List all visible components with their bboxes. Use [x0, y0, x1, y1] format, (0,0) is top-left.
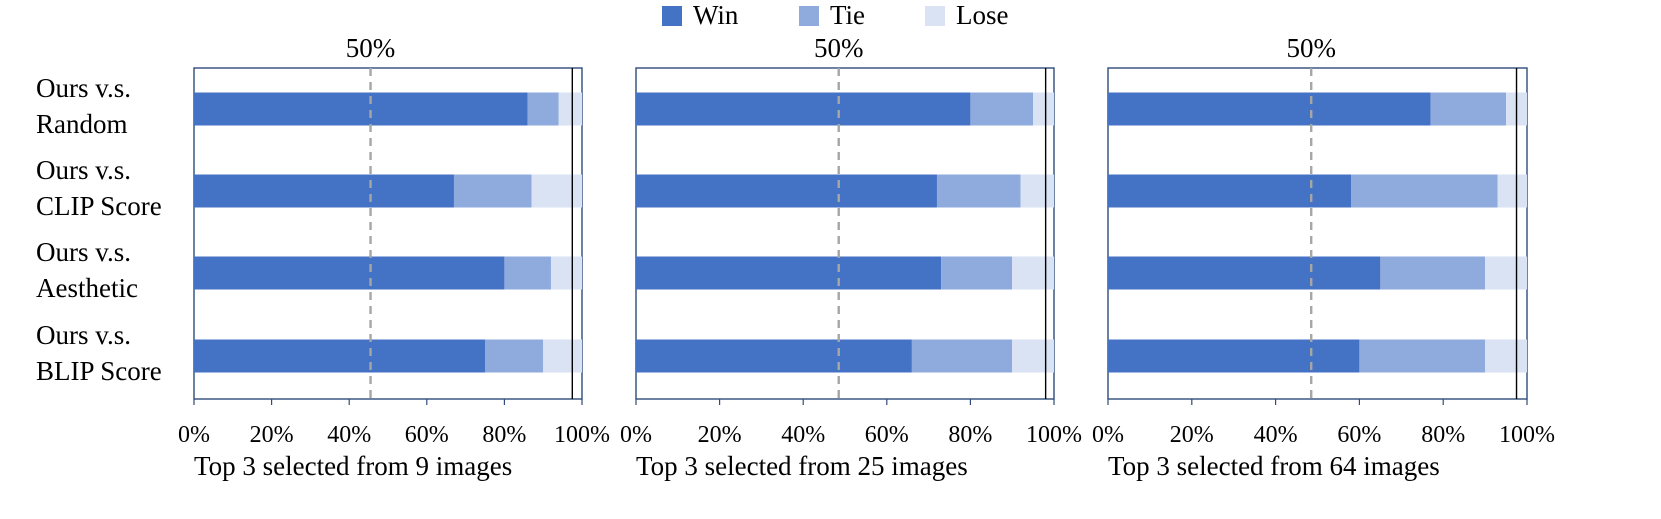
x-tick-label: 100%	[554, 422, 610, 448]
bar-tie-row-3	[941, 256, 1013, 290]
x-tick-label: 40%	[327, 422, 371, 448]
legend-swatch-win	[662, 6, 682, 26]
bar-tie-row-4	[485, 339, 544, 373]
bar-win-row-3	[194, 256, 505, 290]
legend: Win Tie Lose	[662, 0, 1009, 30]
row-label-line: Ours v.s.	[36, 73, 131, 103]
bar-win-row-4	[194, 339, 485, 373]
plot-frame	[193, 67, 583, 400]
bar-tie-row-2	[453, 174, 532, 208]
bar-lose-row-2	[1497, 174, 1527, 208]
row-labels: Ours v.s. Random Ours v.s. CLIP Score Ours v…	[36, 73, 162, 386]
x-tick-label: 80%	[1421, 422, 1465, 448]
row-label-line: Ours v.s.	[36, 237, 131, 267]
bar-tie-row-2	[936, 174, 1021, 208]
reference-label: 50%	[814, 33, 864, 63]
bar-lose-row-1	[558, 92, 582, 126]
x-tick-label: 100%	[1499, 422, 1555, 448]
x-axis-label: Top 3 selected from 64 images	[1108, 451, 1440, 481]
x-axis-label: Top 3 selected from 25 images	[636, 451, 968, 481]
row-label-line: CLIP Score	[36, 191, 162, 221]
x-tick-label: 60%	[405, 422, 449, 448]
plot-frame	[635, 67, 1055, 400]
bar-tie-row-4	[1359, 339, 1486, 373]
bar-win-row-1	[636, 92, 971, 126]
row-label-line: Aesthetic	[36, 273, 138, 303]
bar-win-row-4	[636, 339, 912, 373]
x-tick-label: 100%	[1026, 422, 1082, 448]
panel-3: 50% 0% 20% 40% 60% 80% 100% Top 3 selected from…	[1092, 33, 1555, 481]
chart-panels: 50% 0% 20% 40% 60% 80% 100% Top 3 selected from…	[178, 33, 1555, 481]
bar-win-row-1	[1108, 92, 1431, 126]
bar-win-row-3	[636, 256, 942, 290]
bar-tie-row-3	[504, 256, 551, 290]
bar-tie-row-3	[1380, 256, 1486, 290]
x-axis-label: Top 3 selected from 9 images	[194, 451, 512, 481]
legend-label: Lose	[956, 0, 1009, 30]
row-label-line: BLIP Score	[36, 356, 162, 386]
x-tick-label: 0%	[620, 422, 652, 448]
x-tick-label: 60%	[1337, 422, 1381, 448]
bar-lose-row-3	[550, 256, 582, 290]
bar-lose-row-2	[1020, 174, 1054, 208]
bar-lose-row-4	[1485, 339, 1527, 373]
x-tick-label: 20%	[698, 422, 742, 448]
x-tick-label: 0%	[1092, 422, 1124, 448]
x-tick-label: 40%	[1254, 422, 1298, 448]
x-tick-label: 80%	[482, 422, 526, 448]
legend-item-tie: Tie	[799, 0, 865, 30]
bar-tie-row-2	[1351, 174, 1498, 208]
x-tick-label: 40%	[781, 422, 825, 448]
panel-1: 50% 0% 20% 40% 60% 80% 100% Top 3 selected from…	[178, 33, 610, 481]
reference-label: 50%	[1286, 33, 1336, 63]
row-label-line: Random	[36, 109, 128, 139]
bar-tie-row-1	[1430, 92, 1507, 126]
bar-win-row-2	[636, 174, 937, 208]
legend-label: Win	[693, 0, 739, 30]
bar-win-row-1	[194, 92, 528, 126]
plot-frame	[1107, 67, 1528, 400]
x-tick-label: 20%	[1170, 422, 1214, 448]
bar-tie-row-4	[911, 339, 1013, 373]
x-tick-label: 0%	[178, 422, 210, 448]
bar-lose-row-2	[531, 174, 582, 208]
x-tick-label: 60%	[865, 422, 909, 448]
legend-item-lose: Lose	[925, 0, 1009, 30]
bar-win-row-2	[194, 174, 454, 208]
x-tick-label: 20%	[250, 422, 294, 448]
bar-tie-row-1	[527, 92, 559, 126]
bar-lose-row-4	[1012, 339, 1054, 373]
bar-win-row-3	[1108, 256, 1381, 290]
bar-lose-row-1	[1033, 92, 1054, 126]
bar-win-row-2	[1108, 174, 1352, 208]
bar-win-row-4	[1108, 339, 1360, 373]
reference-label: 50%	[346, 33, 396, 63]
row-label-line: Ours v.s.	[36, 155, 131, 185]
legend-swatch-tie	[799, 6, 819, 26]
row-label-line: Ours v.s.	[36, 320, 131, 350]
bar-lose-row-3	[1485, 256, 1527, 290]
bar-lose-row-4	[543, 339, 582, 373]
legend-item-win: Win	[662, 0, 739, 30]
bar-tie-row-1	[970, 92, 1034, 126]
x-tick-label: 80%	[948, 422, 992, 448]
legend-label: Tie	[830, 0, 865, 30]
legend-swatch-lose	[925, 6, 945, 26]
bar-lose-row-3	[1012, 256, 1054, 290]
panel-2: 50% 0% 20% 40% 60% 80% 100% Top 3 selected from…	[620, 33, 1082, 481]
